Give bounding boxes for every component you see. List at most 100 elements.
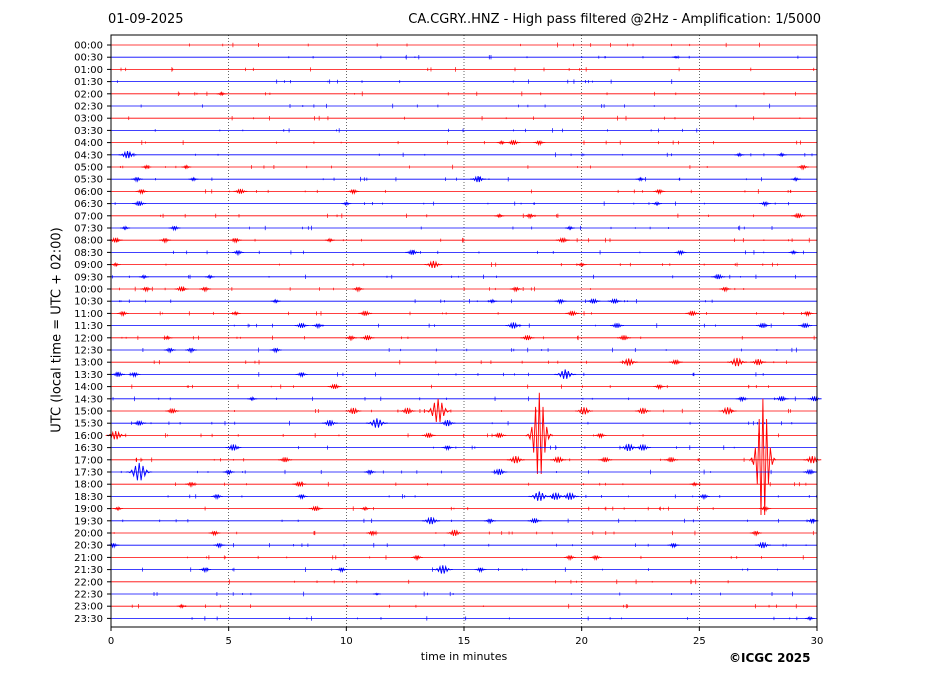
y-tick-label: 20:30: [74, 541, 103, 552]
seismic-event: [188, 176, 199, 182]
chart-title: CA.CGRY..HNZ - High pass filtered @2Hz -…: [408, 12, 821, 27]
seismic-event: [711, 273, 726, 280]
seismic-event: [210, 493, 223, 500]
seismic-event: [576, 261, 587, 268]
seismic-event: [208, 530, 221, 537]
trace-noise-22:30: [153, 591, 793, 597]
seismic-event: [216, 91, 227, 97]
y-tick-label: 08:00: [74, 236, 103, 247]
seismic-event: [174, 285, 189, 292]
seismic-event: [199, 286, 212, 293]
trace-noise-01:00: [120, 67, 815, 72]
seismic-event: [421, 432, 436, 438]
seismic-event: [116, 310, 129, 317]
seismic-event: [586, 298, 601, 304]
seismic-event: [653, 188, 666, 195]
seismic-event: [528, 491, 551, 501]
seismic-event: [213, 542, 226, 549]
seismic-event: [365, 418, 388, 428]
seismic-event: [652, 200, 662, 207]
seismic-event: [474, 567, 487, 574]
seismic-event: [574, 406, 594, 415]
seismic-event: [335, 567, 348, 574]
seismic-event: [441, 445, 454, 452]
y-tick-label: 05:30: [74, 175, 103, 186]
y-tick-label: 13:30: [74, 370, 103, 381]
seismic-event: [352, 286, 365, 293]
seismic-event: [347, 188, 360, 195]
seismic-event: [560, 492, 579, 500]
seismic-event: [439, 419, 456, 427]
seismic-event: [801, 310, 814, 317]
y-tick-label: 16:30: [74, 443, 103, 454]
seismic-event: [225, 444, 242, 451]
seismic-event: [135, 188, 148, 195]
seismic-event: [790, 176, 801, 182]
seismic-event: [505, 321, 522, 329]
seismic-event: [668, 359, 683, 365]
y-tick-label: 13:00: [74, 358, 103, 369]
seismic-event: [185, 481, 197, 488]
seismic-event: [432, 564, 453, 574]
seismic-event: [110, 261, 121, 268]
seismic-event: [802, 468, 817, 475]
seismic-event: [295, 371, 308, 378]
seismic-event: [565, 310, 580, 316]
trace-noise-14:00: [131, 384, 769, 389]
trace-noise-00:30: [288, 54, 799, 60]
trace-noise-01:30: [116, 79, 673, 84]
seismic-event: [491, 468, 508, 475]
seismic-event: [788, 249, 799, 255]
seismic-event: [735, 396, 748, 403]
trace-noise-22:00: [228, 579, 729, 585]
y-tick-label: 23:00: [74, 602, 103, 613]
seismic-event: [635, 176, 646, 182]
seismic-event: [598, 456, 613, 463]
seismic-event: [506, 455, 525, 464]
seismic-event: [232, 249, 245, 256]
x-tick-label: 15: [458, 636, 471, 647]
seismic-event: [113, 505, 124, 512]
seismic-event: [341, 200, 352, 207]
seismic-event: [159, 237, 172, 244]
seismic-event: [719, 286, 732, 293]
trace-noise-07:30: [228, 225, 773, 231]
y-tick-label: 21:00: [74, 553, 103, 564]
seismic-event: [399, 407, 416, 414]
y-tick-label: 03:30: [74, 126, 103, 137]
seismic-event: [667, 542, 680, 549]
seismic-event: [734, 152, 745, 158]
trace-noise-03:00: [128, 115, 801, 121]
y-tick-label: 18:00: [74, 480, 103, 491]
x-tick-label: 30: [811, 636, 824, 647]
trace-noise-07:00: [160, 213, 754, 219]
y-tick-label: 04:30: [74, 150, 103, 161]
trace-noise-09:30: [112, 274, 796, 280]
seismic-event: [422, 516, 441, 525]
seismic-event: [181, 164, 192, 170]
y-tick-label: 05:00: [74, 163, 103, 174]
seismic-event: [616, 334, 632, 341]
plot-frame: [110, 34, 818, 628]
trace-noise-14:30: [112, 396, 796, 402]
seismic-event: [487, 298, 498, 304]
seismic-event: [609, 322, 625, 328]
seismic-event: [321, 419, 338, 427]
y-tick-label: 19:00: [74, 504, 103, 515]
seismic-event: [774, 395, 789, 402]
seismic-event: [685, 310, 700, 316]
seismic-event: [140, 286, 153, 293]
seismic-event: [619, 443, 638, 452]
seismic-event: [327, 383, 342, 389]
trace-noise-11:00: [159, 311, 802, 316]
trace-noise-10:30: [119, 298, 713, 304]
y-tick-label: 08:30: [74, 248, 103, 259]
seismic-event: [247, 396, 258, 402]
seismic-event: [358, 310, 373, 316]
trace-noise-13:30: [116, 372, 764, 377]
seismic-event: [698, 493, 710, 500]
y-tick-label: 12:00: [74, 333, 103, 344]
seismic-event: [163, 347, 176, 354]
seismic-event: [312, 323, 325, 330]
